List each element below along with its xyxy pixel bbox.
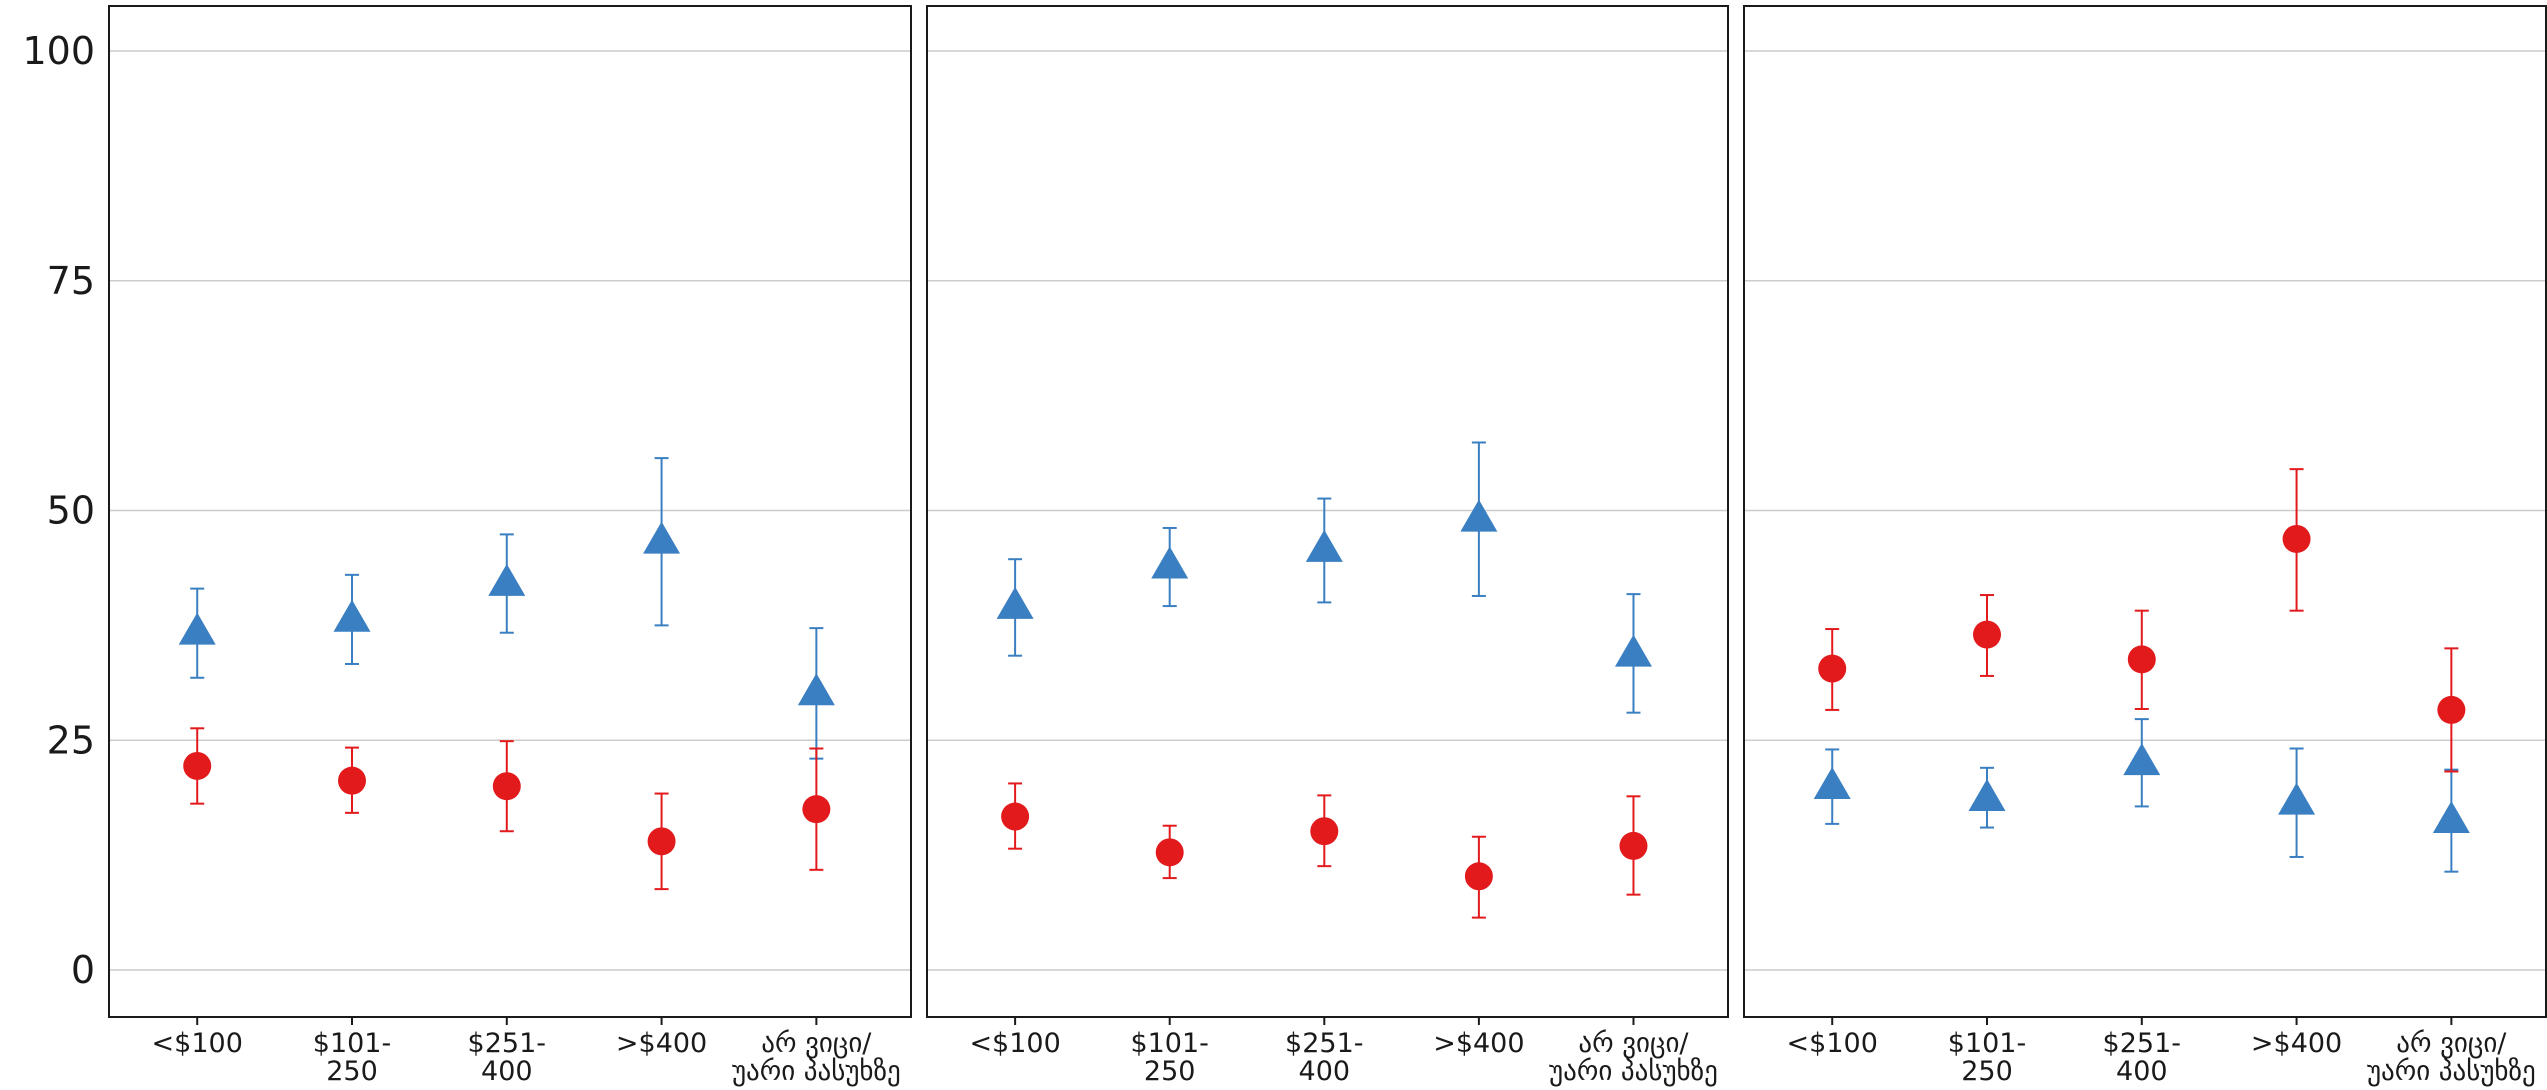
data-point-triangle (996, 586, 1034, 619)
data-point-triangle (2432, 801, 2470, 834)
x-tick-label: 400 (2116, 1056, 2168, 1087)
data-point-triangle (797, 673, 835, 706)
data-point-triangle (2278, 782, 2316, 815)
data-point-circle (2437, 695, 2466, 724)
x-tick-label: არ ვიცი/ (761, 1028, 872, 1059)
x-tick-label: <$100 (152, 1028, 243, 1059)
data-point-triangle (333, 599, 371, 632)
data-point-triangle (1151, 546, 1189, 579)
data-point-circle (2282, 524, 2311, 553)
data-point-triangle (488, 563, 526, 596)
data-point-triangle (1968, 778, 2006, 811)
x-tick-label: $101- (313, 1028, 391, 1059)
data-point-circle (802, 795, 831, 824)
data-point-circle (338, 766, 367, 795)
data-point-circle (1818, 654, 1847, 683)
x-tick-label: $101- (1948, 1028, 2026, 1059)
y-tick-label: 75 (47, 259, 95, 303)
data-point-circle (1973, 620, 2002, 649)
x-tick-label: უარი პასუხზე (1549, 1056, 1718, 1087)
data-point-triangle (2123, 743, 2161, 776)
x-tick-label: >$400 (1433, 1028, 1524, 1059)
data-point-circle (492, 772, 521, 801)
data-point-triangle (643, 521, 681, 554)
data-point-circle (1001, 802, 1030, 831)
y-tick-label: 100 (22, 29, 95, 73)
data-point-circle (1155, 838, 1184, 867)
y-tick-label: 25 (47, 718, 95, 762)
x-tick-label: >$400 (616, 1028, 707, 1059)
x-tick-label: 250 (1961, 1056, 2013, 1087)
x-tick-label: $251- (1285, 1028, 1363, 1059)
data-point-circle (1310, 817, 1339, 846)
x-tick-label: <$100 (969, 1028, 1060, 1059)
panel-frame (1743, 5, 2547, 1018)
data-point-triangle (178, 612, 216, 645)
x-tick-label: არ ვიცი/ (1578, 1028, 1689, 1059)
data-point-circle (2127, 645, 2156, 674)
x-tick-label: 250 (326, 1056, 378, 1087)
x-tick-label: 250 (1144, 1056, 1196, 1087)
data-point-circle (1464, 862, 1493, 891)
panel-frame (108, 5, 912, 1018)
data-point-circle (647, 827, 676, 856)
x-tick-label: 400 (1299, 1056, 1351, 1087)
data-point-circle (183, 751, 212, 780)
data-point-triangle (1460, 499, 1498, 532)
data-point-triangle (1305, 529, 1343, 562)
x-tick-label: $101- (1130, 1028, 1208, 1059)
data-point-triangle (1813, 767, 1851, 799)
panel-frame (926, 5, 1729, 1018)
x-tick-label: >$400 (2251, 1028, 2342, 1059)
x-tick-label: უარი პასუხზე (2367, 1056, 2536, 1087)
y-tick-label: 0 (71, 948, 95, 992)
x-tick-label: $251- (2103, 1028, 2181, 1059)
data-point-circle (1619, 831, 1648, 860)
x-tick-label: <$100 (1787, 1028, 1878, 1059)
data-point-triangle (1614, 634, 1652, 667)
x-tick-label: 400 (481, 1056, 533, 1087)
x-tick-label: $251- (468, 1028, 546, 1059)
x-tick-label: არ ვიცი/ (2396, 1028, 2507, 1059)
x-tick-label: უარი პასუხზე (732, 1056, 901, 1087)
y-tick-label: 50 (47, 489, 95, 533)
